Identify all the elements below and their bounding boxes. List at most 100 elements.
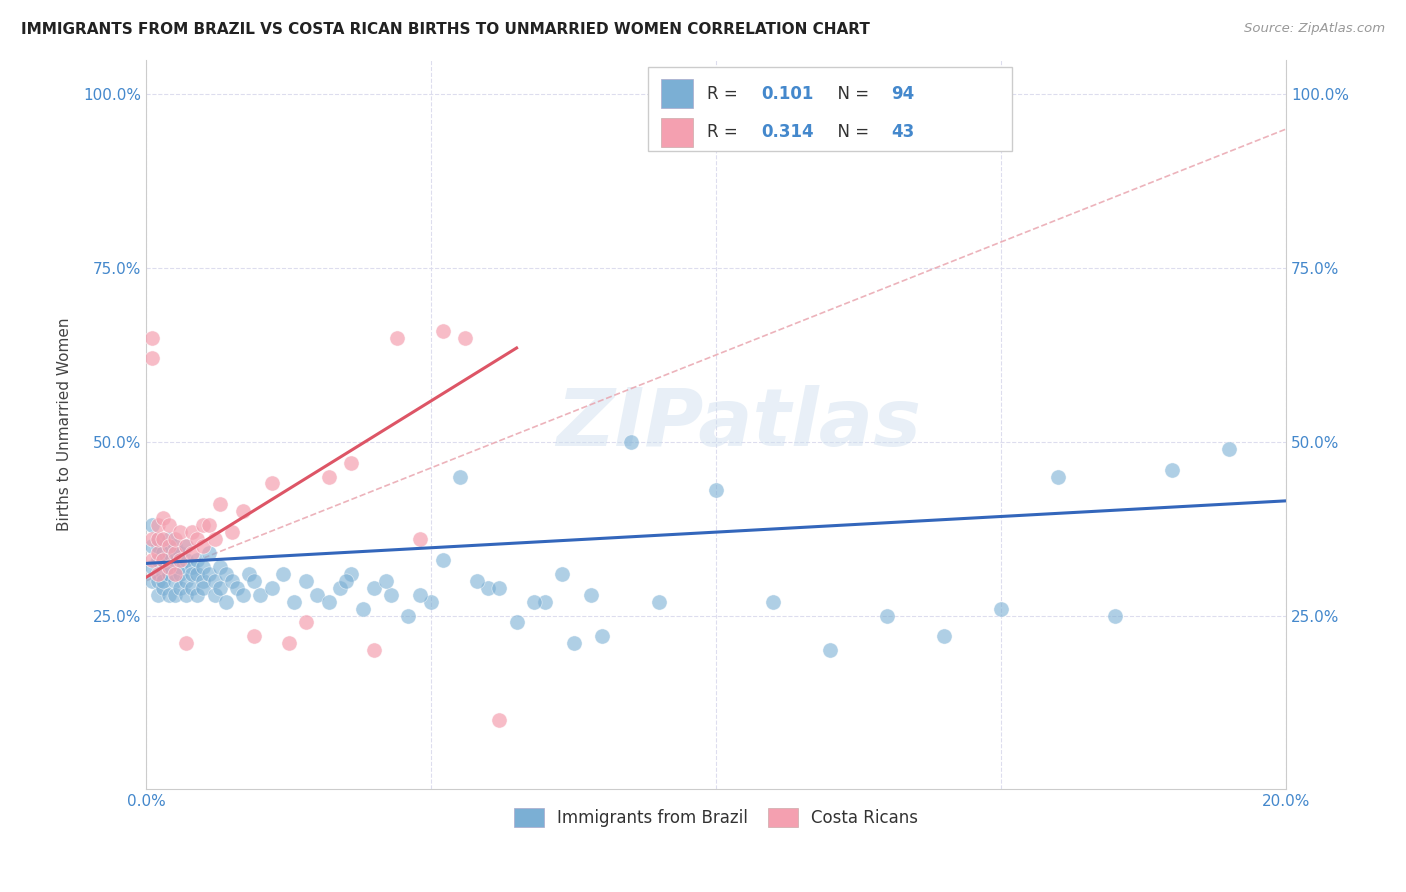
Point — [1046, 469, 1069, 483]
Point — [335, 574, 357, 588]
Point — [191, 574, 214, 588]
Point — [352, 601, 374, 615]
Point — [157, 539, 180, 553]
Point — [174, 636, 197, 650]
Point — [146, 553, 169, 567]
Point — [198, 566, 221, 581]
Point — [551, 566, 574, 581]
Point — [191, 581, 214, 595]
Point — [329, 581, 352, 595]
Point — [420, 594, 443, 608]
Point — [180, 559, 202, 574]
Point — [204, 532, 226, 546]
Point — [146, 532, 169, 546]
Point — [260, 476, 283, 491]
Point — [465, 574, 488, 588]
Point — [191, 539, 214, 553]
Point — [374, 574, 396, 588]
Point — [141, 330, 163, 344]
Point — [432, 324, 454, 338]
Point — [174, 588, 197, 602]
Point — [163, 566, 186, 581]
Point — [277, 636, 299, 650]
Text: Source: ZipAtlas.com: Source: ZipAtlas.com — [1244, 22, 1385, 36]
Bar — [661, 118, 693, 147]
Point — [579, 588, 602, 602]
Point — [146, 588, 169, 602]
Text: 43: 43 — [891, 123, 915, 141]
Point — [215, 566, 238, 581]
Point — [169, 566, 191, 581]
Point — [157, 566, 180, 581]
Text: IMMIGRANTS FROM BRAZIL VS COSTA RICAN BIRTHS TO UNMARRIED WOMEN CORRELATION CHAR: IMMIGRANTS FROM BRAZIL VS COSTA RICAN BI… — [21, 22, 870, 37]
Text: N =: N = — [827, 123, 875, 141]
Point — [163, 574, 186, 588]
Point — [141, 351, 163, 366]
Point — [152, 553, 174, 567]
Point — [204, 574, 226, 588]
Point — [180, 566, 202, 581]
Point — [157, 518, 180, 533]
Point — [619, 434, 641, 449]
Point — [174, 539, 197, 553]
Point — [141, 574, 163, 588]
Point — [363, 581, 385, 595]
Point — [488, 581, 510, 595]
Point — [990, 601, 1012, 615]
Point — [340, 566, 363, 581]
Point — [152, 581, 174, 595]
Point — [243, 629, 266, 643]
Point — [932, 629, 955, 643]
Point — [169, 546, 191, 560]
Point — [454, 330, 477, 344]
Text: 94: 94 — [891, 85, 915, 103]
Point — [152, 511, 174, 525]
Point — [163, 588, 186, 602]
Point — [762, 594, 785, 608]
Point — [380, 588, 402, 602]
Point — [477, 581, 499, 595]
Point — [215, 594, 238, 608]
Point — [191, 518, 214, 533]
Point — [271, 566, 294, 581]
Text: 0.101: 0.101 — [762, 85, 814, 103]
Point — [146, 518, 169, 533]
Point — [1104, 608, 1126, 623]
Point — [152, 546, 174, 560]
Point — [488, 713, 510, 727]
Point — [157, 588, 180, 602]
Point — [449, 469, 471, 483]
Bar — [661, 79, 693, 109]
Point — [141, 518, 163, 533]
Point — [562, 636, 585, 650]
Point — [226, 581, 249, 595]
Point — [163, 532, 186, 546]
Point — [409, 588, 432, 602]
Point — [396, 608, 419, 623]
Point — [591, 629, 613, 643]
Point — [318, 594, 340, 608]
Point — [191, 559, 214, 574]
Point — [152, 566, 174, 581]
Point — [221, 574, 243, 588]
Point — [385, 330, 408, 344]
Point — [818, 643, 841, 657]
Point — [249, 588, 271, 602]
FancyBboxPatch shape — [648, 67, 1012, 151]
Point — [432, 553, 454, 567]
Point — [1218, 442, 1240, 456]
Point — [169, 525, 191, 540]
Point — [157, 546, 180, 560]
Point — [209, 497, 232, 511]
Point — [409, 532, 432, 546]
Point — [232, 588, 254, 602]
Text: N =: N = — [827, 85, 875, 103]
Point — [157, 559, 180, 574]
Point — [146, 539, 169, 553]
Point — [260, 581, 283, 595]
Point — [157, 532, 180, 546]
Point — [186, 532, 208, 546]
Point — [169, 581, 191, 595]
Point — [209, 581, 232, 595]
Point — [340, 456, 363, 470]
